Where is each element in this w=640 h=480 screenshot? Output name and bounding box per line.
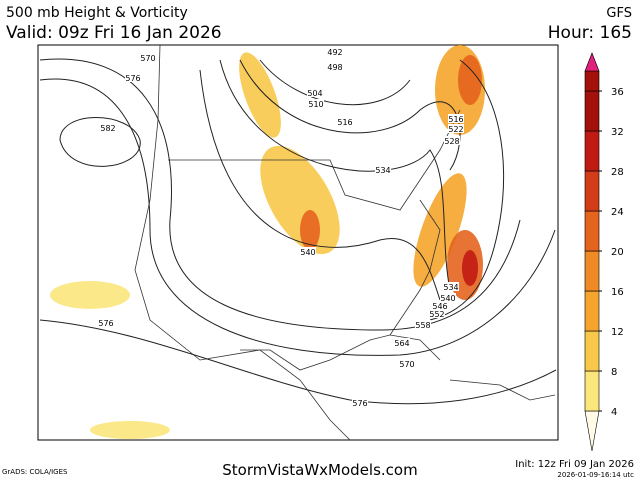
contour-label: 540 bbox=[300, 248, 315, 257]
contour-label-bg bbox=[415, 320, 431, 329]
contour-label-bg bbox=[352, 398, 368, 407]
init-time: Init: 12z Fri 09 Jan 2026 bbox=[515, 459, 634, 470]
contour-label-bg bbox=[327, 47, 343, 56]
contour-label: 564 bbox=[394, 339, 409, 348]
contour-label: 522 bbox=[448, 125, 463, 134]
vorticity-shading bbox=[50, 45, 485, 439]
contour-label-bg bbox=[337, 117, 353, 126]
contour-label-bg bbox=[98, 318, 114, 327]
contour-label: 546 bbox=[432, 302, 447, 311]
colorbar-tick-label: 8 bbox=[611, 367, 617, 378]
contour-label-bg bbox=[448, 114, 464, 123]
contour-label: 570 bbox=[140, 54, 155, 63]
contour-label: 528 bbox=[444, 137, 459, 146]
colorbar-tick-label: 16 bbox=[611, 287, 624, 298]
colorbar-over bbox=[584, 70, 600, 92]
contour-label: 576 bbox=[125, 74, 140, 83]
colorbar-over-tip bbox=[584, 52, 600, 72]
colorbar-segment bbox=[584, 90, 600, 132]
contour-label-bg bbox=[399, 359, 415, 368]
contour-label-bg bbox=[432, 301, 448, 310]
colorbar-segment bbox=[584, 330, 600, 372]
contour-label: 582 bbox=[100, 124, 115, 133]
contour-label-bg bbox=[308, 99, 324, 108]
contour-label: 576 bbox=[98, 319, 113, 328]
title: 500 mb Height & Vorticity bbox=[6, 5, 188, 21]
timestamp: 2026-01-09-16:14 utc bbox=[557, 471, 634, 479]
contour-label: 534 bbox=[375, 166, 390, 175]
colorbar-segment bbox=[584, 250, 600, 292]
geography bbox=[134, 44, 556, 441]
contour-label-bg bbox=[444, 136, 460, 145]
contour-label: 570 bbox=[399, 360, 414, 369]
contour-label-bg bbox=[327, 62, 343, 71]
contour-label-bg bbox=[443, 282, 459, 291]
colorbar-segment bbox=[584, 210, 600, 252]
contour-label-bg bbox=[448, 124, 464, 133]
contour-label-bg bbox=[440, 293, 456, 302]
contour-label-bg bbox=[140, 53, 156, 62]
colorbar: 4 8 12 16 20 24 28 32 36 bbox=[584, 52, 624, 452]
contour-label: 558 bbox=[415, 321, 430, 330]
site: StormVistaWxModels.com bbox=[222, 461, 417, 479]
colorbar-segment bbox=[584, 130, 600, 172]
credit: GrADS: COLA/IGES bbox=[2, 468, 68, 476]
contour-label: 516 bbox=[448, 115, 463, 124]
colorbar-tick-label: 4 bbox=[611, 407, 617, 418]
colorbar-tick-label: 12 bbox=[611, 327, 624, 338]
colorbar-segment bbox=[584, 290, 600, 332]
contour-label-bg bbox=[300, 247, 316, 256]
colorbar-segment bbox=[584, 370, 600, 412]
contour-label: 552 bbox=[429, 310, 444, 319]
colorbar-tick-label: 32 bbox=[611, 127, 624, 138]
colorbar-tick-label: 28 bbox=[611, 167, 624, 178]
colorbar-segment bbox=[584, 170, 600, 212]
contour-label: 498 bbox=[327, 63, 342, 72]
map: 5705765825764924985045105165345405165225… bbox=[37, 44, 559, 441]
colorbar-under bbox=[584, 410, 600, 452]
contour-label-bg bbox=[394, 338, 410, 347]
contour-label: 510 bbox=[308, 100, 323, 109]
contour-label: 492 bbox=[327, 48, 342, 57]
contour-label-bg bbox=[375, 165, 391, 174]
colorbar-tick-label: 24 bbox=[611, 207, 624, 218]
height-contours bbox=[39, 58, 557, 405]
contour-labels: 5705765825764924985045105165345405165225… bbox=[98, 47, 464, 408]
contour-label-bg bbox=[100, 123, 116, 132]
contour-label: 576 bbox=[352, 399, 367, 408]
contour-label: 534 bbox=[443, 283, 458, 292]
contour-label: 540 bbox=[440, 294, 455, 303]
contour-label-bg bbox=[307, 88, 323, 97]
contour-label: 516 bbox=[337, 118, 352, 127]
colorbar-tick-label: 36 bbox=[611, 87, 624, 98]
contour-label-bg bbox=[429, 309, 445, 318]
colorbar-tick-label: 20 bbox=[611, 247, 624, 258]
valid-time: Valid: 09z Fri 16 Jan 2026 bbox=[6, 23, 222, 43]
model: GFS bbox=[606, 6, 632, 21]
contour-label: 504 bbox=[307, 89, 322, 98]
contour-label-bg bbox=[125, 73, 141, 82]
forecast-hour: Hour: 165 bbox=[548, 23, 632, 43]
